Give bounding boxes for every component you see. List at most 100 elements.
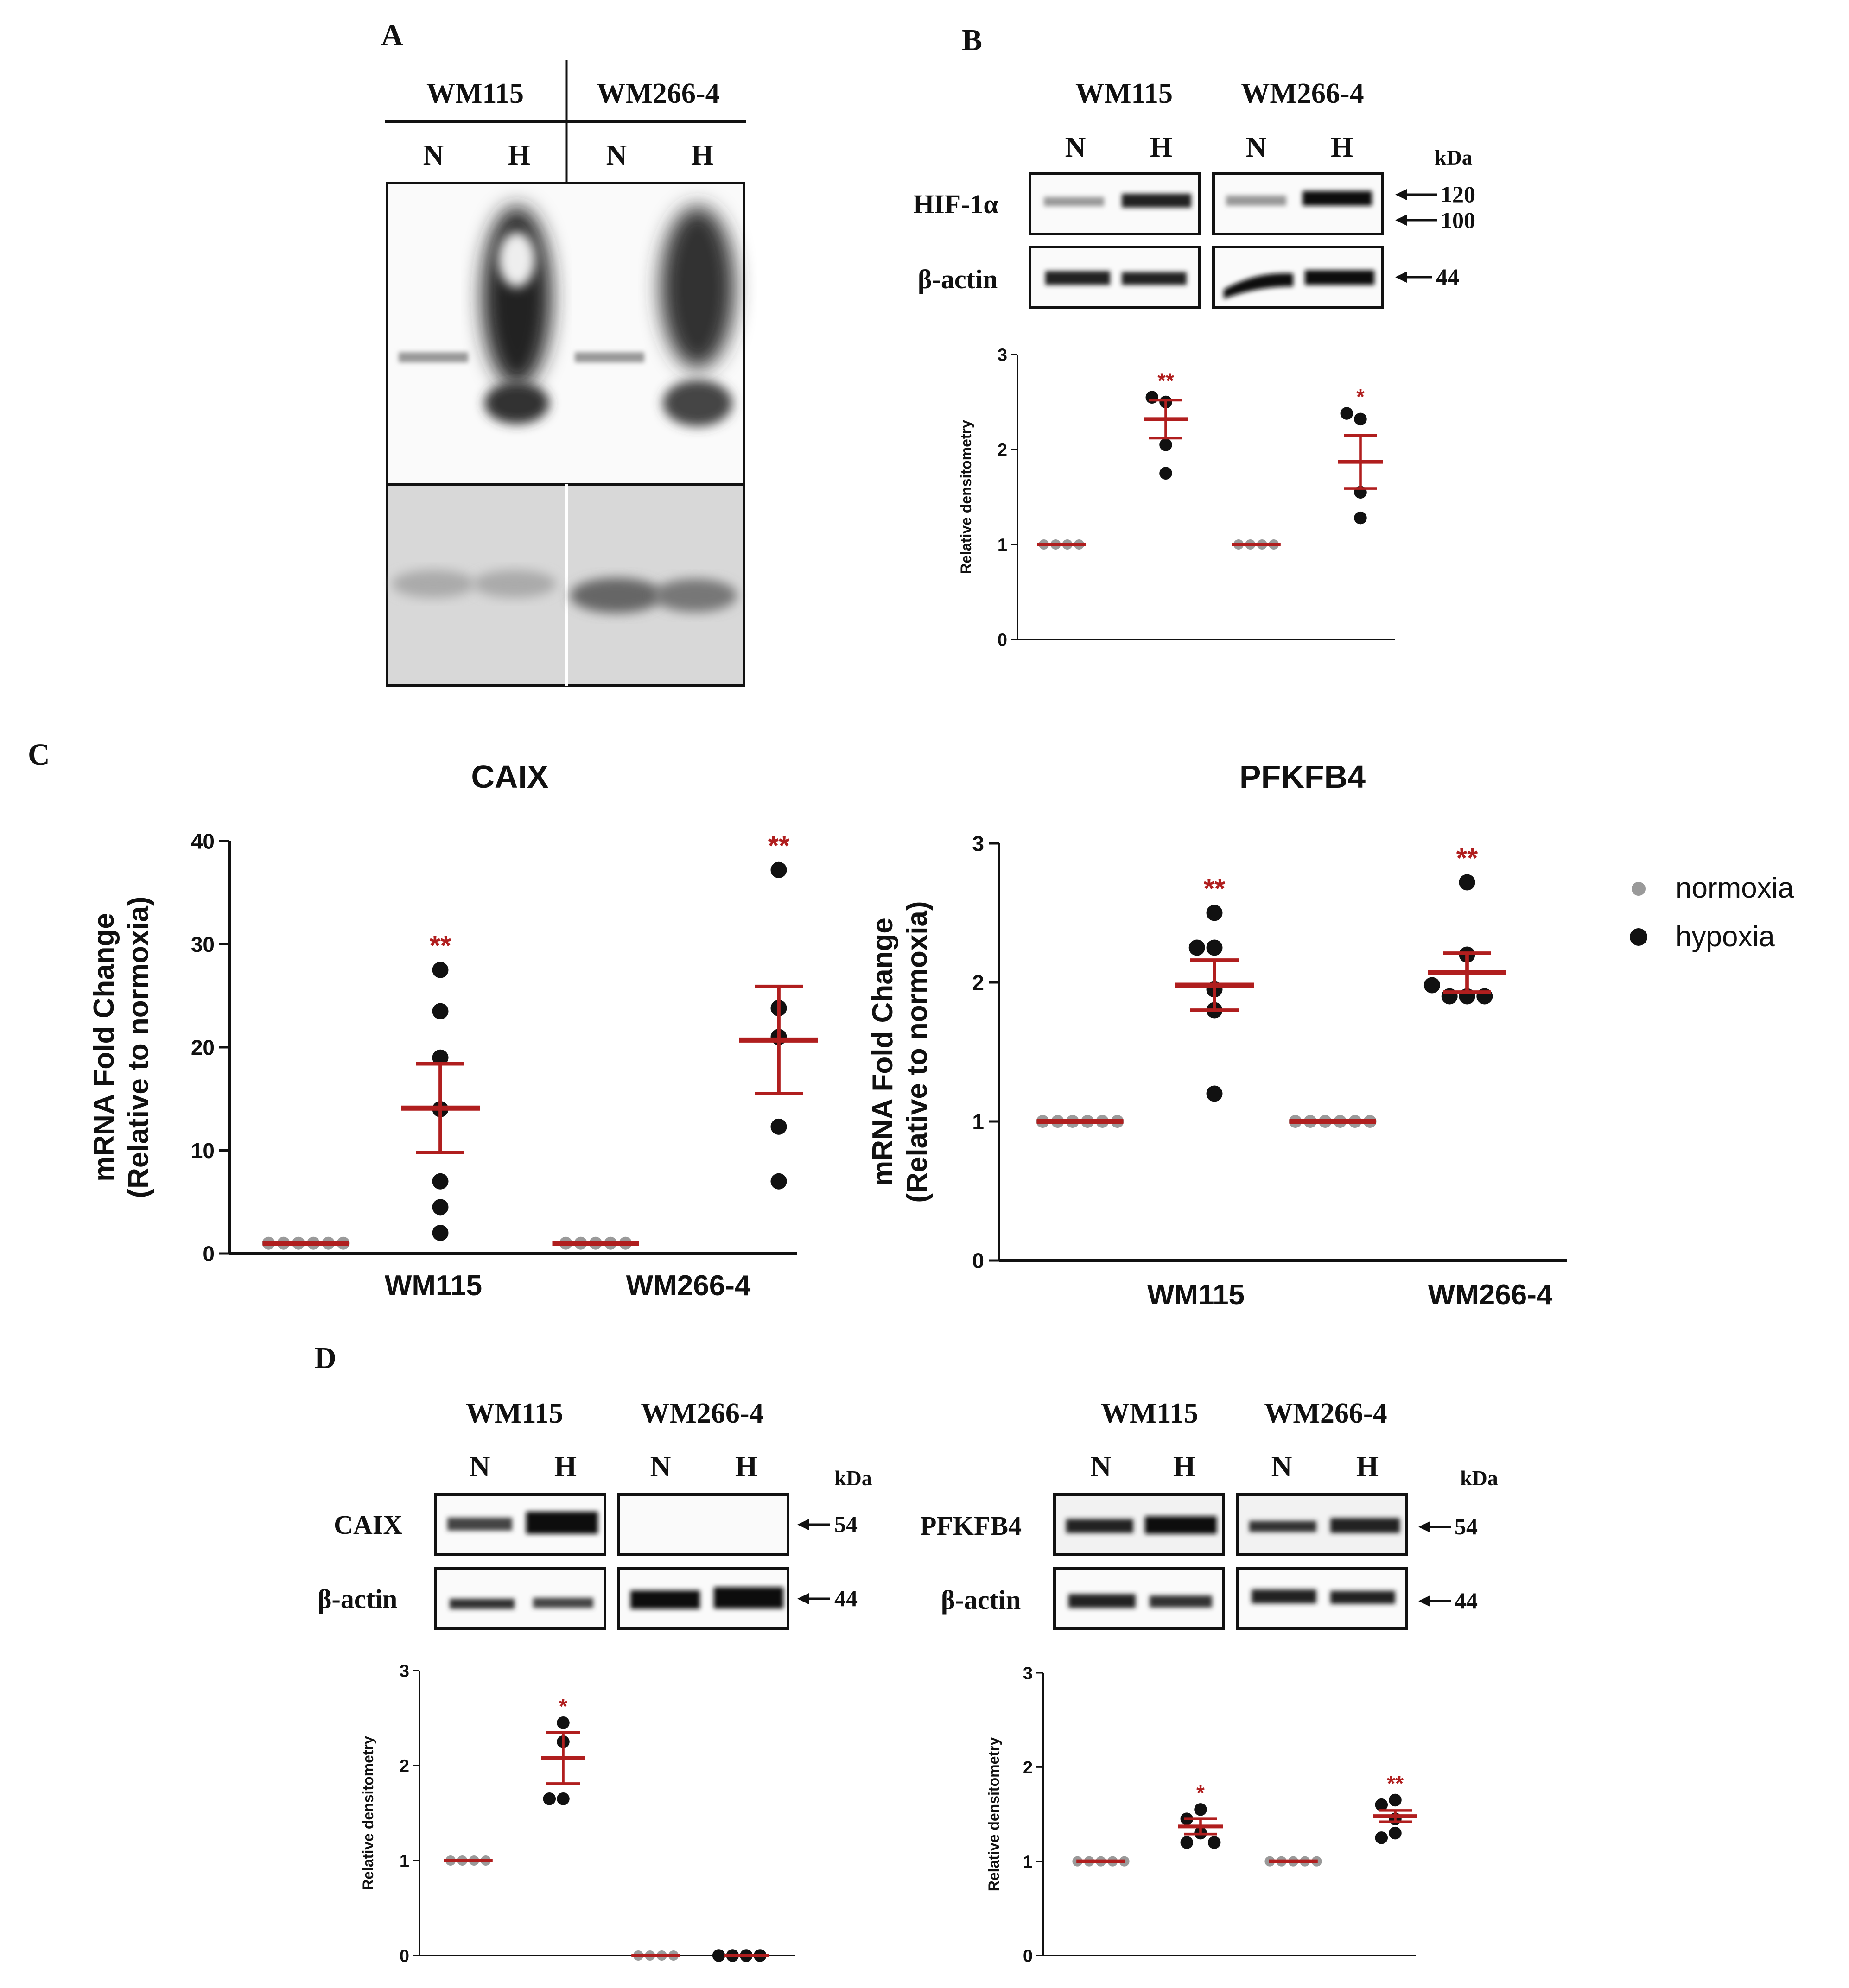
panel-d-left-cell-line-wm266: WM266-4 bbox=[641, 1398, 763, 1429]
panel-b-protein-actin: β-actin bbox=[918, 264, 998, 294]
group-wm115-n bbox=[444, 1855, 493, 1866]
group-wm266-4-n bbox=[552, 1236, 639, 1250]
panel-d-right-kda-label: kDa bbox=[1460, 1466, 1498, 1490]
data-point bbox=[432, 1225, 449, 1241]
data-point bbox=[1389, 1826, 1402, 1840]
panel-b-blot-hif-left bbox=[1029, 172, 1201, 235]
panel-d-left-marker-44-label: 44 bbox=[834, 1585, 858, 1611]
panel-b-marker-100: 100 bbox=[1395, 207, 1475, 233]
category-label-wm115: WM115 bbox=[385, 1270, 482, 1302]
panel-d-left-cell-line-wm115: WM115 bbox=[466, 1398, 563, 1429]
panel-b-marker-44-label: 44 bbox=[1436, 264, 1459, 290]
panel-d-right-protein-pfkfb4: PFKFB4 bbox=[920, 1511, 1022, 1541]
significance-marker: ** bbox=[1204, 873, 1226, 904]
panel-d-blot-pfkfb4-right bbox=[1236, 1493, 1408, 1556]
panel-c-letter: C bbox=[28, 738, 50, 772]
panel-a-letter: A bbox=[381, 19, 403, 52]
y-tick-label-3: 3 bbox=[972, 832, 984, 856]
panel-a-cond-2: H bbox=[508, 139, 530, 171]
legend: normoxia hypoxia bbox=[1630, 872, 1794, 953]
data-point bbox=[1206, 939, 1223, 956]
panel-d-blot-actin-right bbox=[617, 1567, 789, 1630]
panel-a-cond-4: H bbox=[691, 139, 713, 171]
panel-d-right-cond-1: N bbox=[1091, 1451, 1112, 1482]
panel-a-blot-upper bbox=[386, 182, 745, 486]
data-point bbox=[770, 861, 787, 878]
y-tick-label-1: 1 bbox=[972, 1110, 984, 1134]
panel-d-blot-actin2-right bbox=[1236, 1567, 1408, 1630]
y-tick-label-3: 3 bbox=[1023, 1664, 1033, 1684]
y-tick-label-2: 2 bbox=[1023, 1758, 1033, 1778]
panel-d-left-cond-1: N bbox=[470, 1451, 490, 1482]
panel-b-blot-actin-left bbox=[1029, 246, 1201, 309]
significance-marker: ** bbox=[768, 830, 790, 861]
data-point bbox=[432, 1199, 449, 1216]
y-axis-label: Relative densitometry bbox=[958, 420, 974, 574]
group-wm115-h: ** bbox=[1144, 368, 1188, 480]
data-point bbox=[1188, 939, 1205, 956]
y-tick-label-1: 1 bbox=[998, 536, 1007, 555]
panel-a: A WM115 WM266-4 N H N H bbox=[381, 19, 746, 687]
panel-d-left-cond-3: N bbox=[650, 1451, 671, 1482]
panel-d-right-cell-line-wm115: WM115 bbox=[1101, 1398, 1198, 1429]
panel-b: B WM115 WM266-4 N H N H kDa HIF-1α β-act… bbox=[913, 23, 1475, 650]
panel-b-marker-100-label: 100 bbox=[1441, 207, 1475, 233]
y-axis-label-line-2: (Relative to normoxia) bbox=[122, 896, 154, 1198]
group-wm115-n bbox=[1037, 539, 1086, 550]
panel-d-right-cond-3: N bbox=[1271, 1451, 1292, 1482]
y-axis-label-line-1: mRNA Fold Change bbox=[88, 913, 120, 1182]
chart-title: CAIX bbox=[471, 759, 549, 795]
data-point bbox=[432, 962, 449, 978]
significance-marker: * bbox=[559, 1694, 567, 1718]
group-wm115-h: * bbox=[1178, 1781, 1223, 1849]
group-wm266-4-h: * bbox=[1338, 385, 1383, 525]
panel-a-cell-line-wm115: WM115 bbox=[426, 78, 524, 109]
data-point bbox=[770, 1118, 787, 1135]
data-point bbox=[1354, 511, 1367, 525]
panel-d-right-protein-actin: β-actin bbox=[941, 1585, 1021, 1615]
panel-d-blot-caix-right bbox=[617, 1493, 789, 1556]
data-point bbox=[1145, 391, 1159, 404]
panel-d-caix-densitometry-chart: 0 1 2 3 Relative densitometry * bbox=[360, 1662, 795, 1966]
panel-b-kda-label: kDa bbox=[1435, 146, 1473, 169]
panel-b-blot-actin-right bbox=[1212, 246, 1384, 309]
significance-marker: ** bbox=[1456, 842, 1478, 874]
y-tick-label-1: 1 bbox=[400, 1852, 409, 1871]
panel-b-cond-2: H bbox=[1150, 132, 1172, 163]
group-wm266-4-n bbox=[1264, 1856, 1322, 1867]
panel-d-right-marker-44: 44 bbox=[1418, 1588, 1478, 1614]
y-tick-label-2: 2 bbox=[400, 1757, 409, 1776]
panel-d-blot-pfkfb4-left bbox=[1053, 1493, 1225, 1556]
y-tick-label-30: 30 bbox=[191, 932, 215, 956]
data-point bbox=[1206, 1085, 1223, 1102]
panel-b-letter: B bbox=[962, 23, 982, 57]
y-tick-label-40: 40 bbox=[191, 829, 215, 854]
panel-b-cond-3: N bbox=[1246, 132, 1267, 163]
data-point bbox=[432, 1173, 449, 1190]
chart-title: PFKFB4 bbox=[1239, 759, 1366, 795]
data-point bbox=[432, 1049, 449, 1066]
panel-d-right-cell-line-wm266: WM266-4 bbox=[1264, 1398, 1387, 1429]
group-wm266-4-h bbox=[712, 1949, 769, 1962]
significance-marker: * bbox=[1196, 1781, 1205, 1805]
panel-d-right-marker-54-label: 54 bbox=[1455, 1513, 1478, 1539]
group-wm266-4-h: ** bbox=[1423, 842, 1506, 1005]
panel-b-blot-hif-right bbox=[1212, 172, 1384, 235]
category-label-wm266-4: WM266-4 bbox=[626, 1270, 751, 1302]
y-tick-label-0: 0 bbox=[203, 1242, 215, 1266]
data-point bbox=[1206, 905, 1223, 921]
data-point bbox=[1423, 977, 1440, 994]
y-axis-label: Relative densitometry bbox=[360, 1736, 376, 1890]
group-wm266-4-n bbox=[1289, 1115, 1377, 1128]
y-tick-label-2: 2 bbox=[998, 441, 1007, 460]
panel-d-blot-actin-left bbox=[434, 1567, 606, 1630]
legend-item-normoxia: normoxia bbox=[1632, 872, 1794, 904]
panel-c-pfkfb4-chart: 0 1 2 3 mRNA Fold Change (Relative to normoxi… bbox=[867, 759, 1567, 1311]
data-point bbox=[543, 1792, 556, 1805]
panel-d-right-cond-2: H bbox=[1173, 1451, 1195, 1482]
panel-d-left-marker-44: 44 bbox=[797, 1585, 858, 1611]
significance-marker: * bbox=[1356, 385, 1365, 409]
data-point bbox=[432, 1003, 449, 1019]
